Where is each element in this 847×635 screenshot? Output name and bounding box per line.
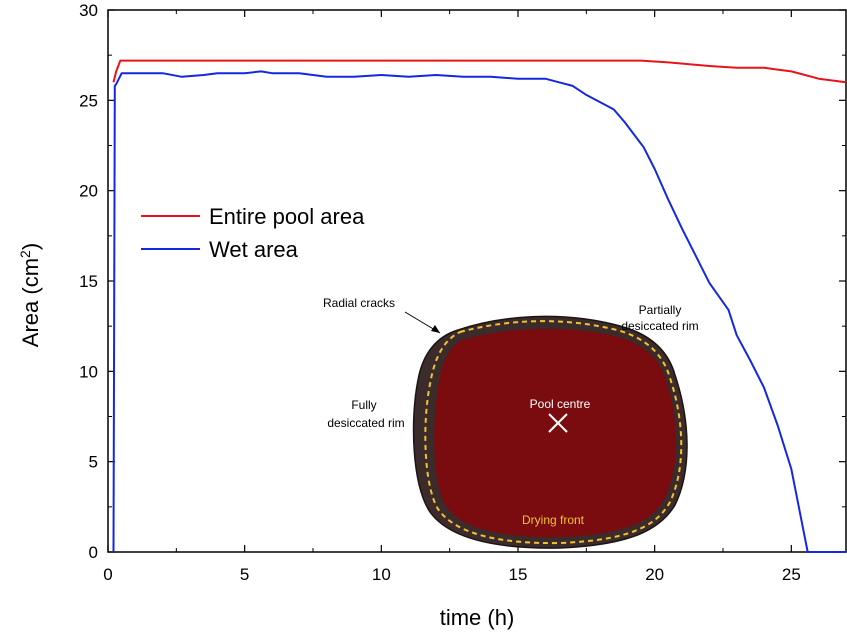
pool-centre-marker — [548, 413, 568, 433]
pool-wet-area — [434, 328, 676, 538]
series-line-entire-pool-area — [112, 59, 847, 84]
x-tick-label: 10 — [372, 565, 391, 584]
legend-label-entire-pool: Entire pool area — [209, 204, 365, 229]
inset-label-partially-1: Partially — [639, 303, 682, 317]
inset-label-pool-centre: Pool centre — [530, 397, 591, 411]
x-tick-label: 5 — [240, 565, 249, 584]
inset-label-radial-cracks: Radial cracks — [323, 296, 395, 310]
y-tick-label: 20 — [79, 182, 98, 201]
y-axis-title-close: ) — [18, 243, 43, 250]
x-axis: 0 5 10 15 20 25 — [103, 10, 801, 584]
inset-label-partially-2: desiccated rim — [621, 319, 698, 333]
series-layer — [112, 59, 847, 553]
series-line-wet-area — [112, 70, 846, 553]
y-axis-title-superscript: 2 — [17, 250, 33, 258]
radial-cracks-arrowhead — [431, 325, 440, 333]
x-tick-label: 20 — [645, 565, 664, 584]
y-axis-title-main: Area (cm — [18, 258, 43, 347]
x-axis-title: time (h) — [440, 605, 515, 630]
legend: Entire pool area Wet area — [141, 204, 365, 262]
y-tick-label: 15 — [79, 272, 98, 291]
inset-label-fully-2: desiccated rim — [327, 416, 404, 430]
y-tick-label: 5 — [89, 453, 98, 472]
y-axis-title: Area (cm2) — [17, 243, 43, 347]
x-tick-label: 0 — [103, 565, 112, 584]
legend-label-wet-area: Wet area — [209, 237, 299, 262]
y-axis: 0 5 10 15 20 25 30 — [79, 1, 846, 562]
inset-label-drying-front: Drying front — [522, 513, 585, 527]
inset-pool-photo: Radial cracks Partially desiccated rim F… — [323, 296, 699, 549]
y-tick-label: 25 — [79, 91, 98, 110]
x-tick-label: 25 — [782, 565, 801, 584]
inset-label-fully-1: Fully — [351, 398, 376, 412]
y-tick-label: 10 — [79, 362, 98, 381]
x-tick-label: 15 — [509, 565, 528, 584]
y-tick-label: 0 — [89, 543, 98, 562]
y-tick-label: 30 — [79, 1, 98, 20]
